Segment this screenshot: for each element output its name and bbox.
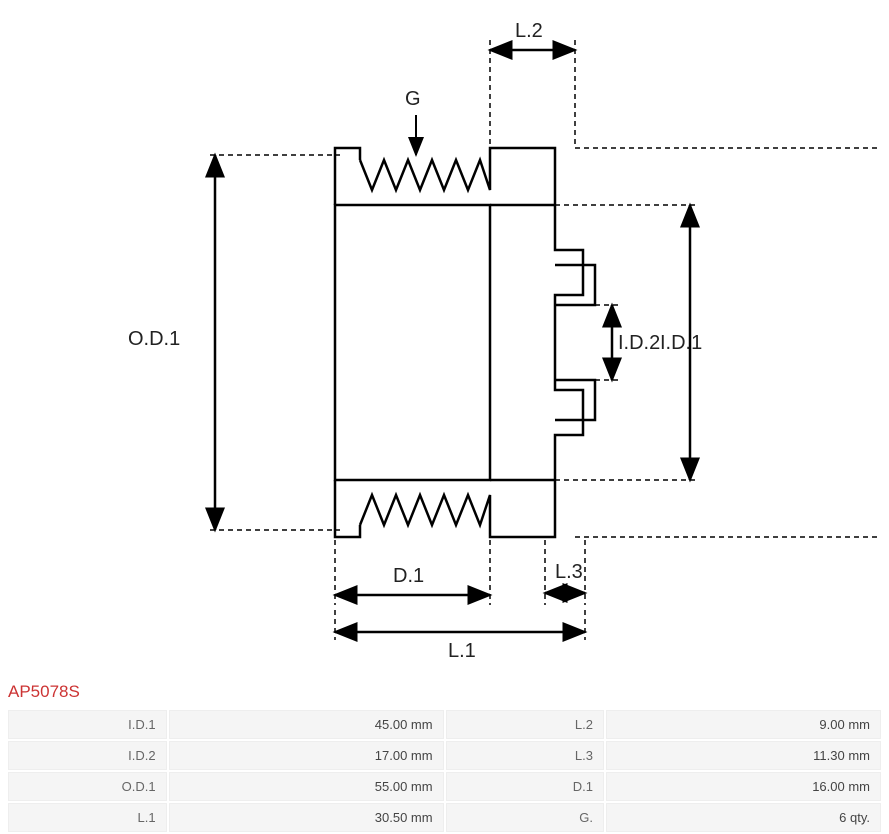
spec-value: 9.00 mm xyxy=(606,710,881,739)
label-l1: L.1 xyxy=(448,640,476,663)
spec-label: D.1 xyxy=(446,772,604,801)
label-l3: L.3 xyxy=(555,561,583,584)
label-g: G xyxy=(405,88,421,111)
spec-label: L.1 xyxy=(8,803,167,832)
label-d1: D.1 xyxy=(393,565,424,588)
spec-label: L.2 xyxy=(446,710,604,739)
label-id2: I.D.2 xyxy=(618,332,660,355)
spec-label: I.D.1 xyxy=(8,710,167,739)
spec-label: O.D.1 xyxy=(8,772,167,801)
spec-value: 30.50 mm xyxy=(169,803,444,832)
spec-value: 11.30 mm xyxy=(606,741,881,770)
label-l2: L.2 xyxy=(515,20,543,43)
table-row: I.D.2 17.00 mm L.3 11.30 mm xyxy=(8,741,881,770)
spec-value: 16.00 mm xyxy=(606,772,881,801)
spec-label: G. xyxy=(446,803,604,832)
table-row: L.1 30.50 mm G. 6 qty. xyxy=(8,803,881,832)
spec-value: 55.00 mm xyxy=(169,772,444,801)
spec-value: 45.00 mm xyxy=(169,710,444,739)
spec-value: 17.00 mm xyxy=(169,741,444,770)
table-row: O.D.1 55.00 mm D.1 16.00 mm xyxy=(8,772,881,801)
spec-value: 6 qty. xyxy=(606,803,881,832)
spec-label: L.3 xyxy=(446,741,604,770)
table-row: I.D.1 45.00 mm L.2 9.00 mm xyxy=(8,710,881,739)
label-od1: O.D.1 xyxy=(128,328,180,351)
spec-label: I.D.2 xyxy=(8,741,167,770)
label-id1: I.D.1 xyxy=(660,332,702,355)
technical-diagram: O.D.1 I.D.1 I.D.2 L.2 G D.1 L.3 L.1 xyxy=(0,20,889,680)
spec-table: I.D.1 45.00 mm L.2 9.00 mm I.D.2 17.00 m… xyxy=(6,708,883,834)
part-number: AP5078S xyxy=(8,682,80,702)
